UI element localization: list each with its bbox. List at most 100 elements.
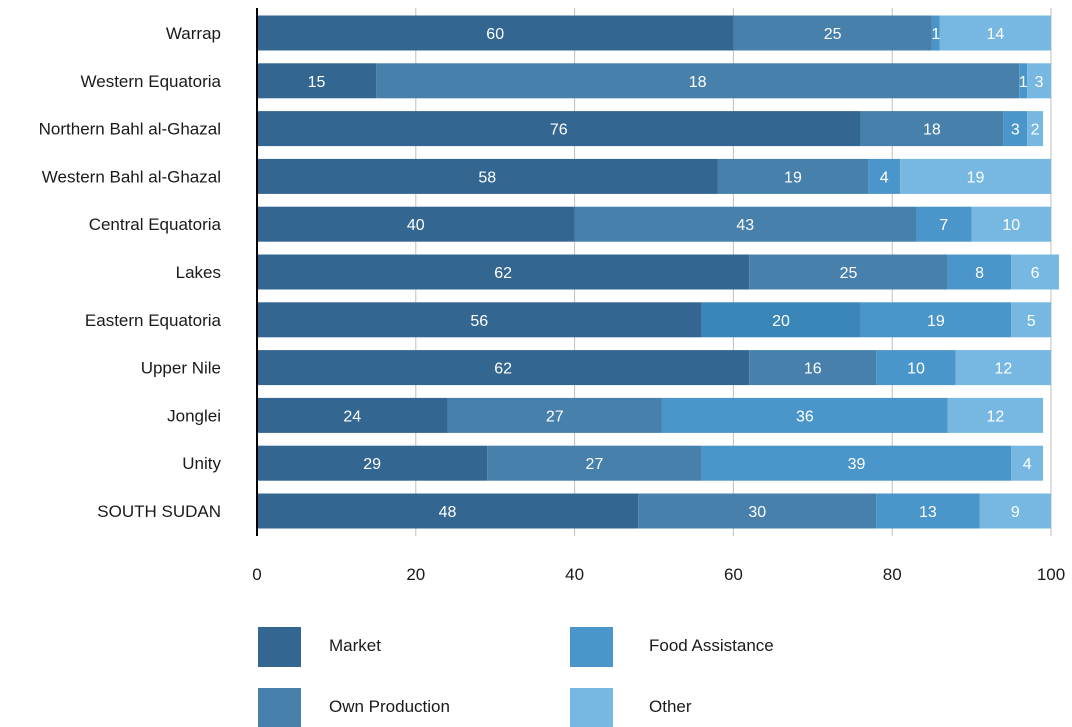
bar-upper-nile-market <box>257 350 750 386</box>
category-label-upper-nile: Upper Nile <box>141 359 221 378</box>
bar-eastern-equatoria-own-production <box>701 302 861 338</box>
data-label-eastern-equatoria-food-assistance: 19 <box>927 313 945 330</box>
data-label-western-equatoria-own-production: 18 <box>689 74 707 91</box>
legend-swatch-food-assistance <box>570 627 613 667</box>
x-tick-label-20: 20 <box>406 565 425 584</box>
bar-eastern-equatoria-market <box>257 302 702 338</box>
bar-northern-bahl-al-ghazal-food-assistance <box>1003 111 1028 147</box>
bar-warrap-own-production <box>733 15 932 51</box>
bar-western-equatoria-other <box>1027 63 1051 99</box>
bar-northern-bahl-al-ghazal-own-production <box>860 111 1004 147</box>
bar-warrap-other <box>939 15 1051 51</box>
bar-unity-food-assistance <box>701 445 1012 481</box>
bar-central-equatoria-market <box>257 206 575 242</box>
bar-northern-bahl-al-ghazal-other <box>1027 111 1044 147</box>
bar-lakes-market <box>257 254 750 290</box>
bar-upper-nile-food-assistance <box>876 350 956 386</box>
data-label-central-equatoria-own-production: 43 <box>736 217 754 234</box>
bar-eastern-equatoria-other <box>1011 302 1051 338</box>
bar-warrap-market <box>257 15 734 51</box>
bar-western-equatoria-food-assistance <box>1019 63 1028 99</box>
data-label-western-equatoria-food-assistance: 1 <box>1019 74 1028 91</box>
data-label-jonglei-market: 24 <box>343 408 361 425</box>
x-tick-label-100: 100 <box>1037 565 1065 584</box>
category-label-warrap: Warrap <box>166 24 221 43</box>
data-label-central-equatoria-food-assistance: 7 <box>939 217 948 234</box>
data-label-northern-bahl-al-ghazal-food-assistance: 3 <box>1011 122 1020 139</box>
bar-jonglei-market <box>257 397 448 433</box>
data-label-upper-nile-food-assistance: 10 <box>907 361 925 378</box>
category-label-south-sudan: SOUTH SUDAN <box>97 502 221 521</box>
x-axis: 0 20 40 60 80 100 <box>252 8 1065 584</box>
data-label-unity-food-assistance: 39 <box>848 456 866 473</box>
legend-label-market: Market <box>329 636 381 655</box>
bar-eastern-equatoria-food-assistance <box>860 302 1012 338</box>
bar-south-sudan-food-assistance <box>876 493 980 529</box>
data-label-eastern-equatoria-own-production: 20 <box>772 313 790 330</box>
category-label-eastern-equatoria: Eastern Equatoria <box>85 311 222 330</box>
bar-western-bahl-al-ghazal-other <box>900 158 1051 194</box>
legend: Market Food Assistance Own Production Other <box>258 627 774 727</box>
data-label-western-bahl-al-ghazal-own-production: 19 <box>784 169 802 186</box>
legend-swatch-market <box>258 627 301 667</box>
legend-swatch-other <box>570 688 613 727</box>
x-tick-label-40: 40 <box>565 565 584 584</box>
data-label-eastern-equatoria-other: 5 <box>1027 313 1036 330</box>
legend-swatch-own-production <box>258 688 301 727</box>
bar-south-sudan-other <box>979 493 1051 529</box>
x-tick-label-0: 0 <box>252 565 261 584</box>
bar-south-sudan-market <box>257 493 639 529</box>
data-label-western-equatoria-other: 3 <box>1035 74 1044 91</box>
data-label-warrap-food-assistance: 1 <box>931 26 940 43</box>
legend-label-own-production: Own Production <box>329 697 450 716</box>
data-label-upper-nile-other: 12 <box>994 361 1012 378</box>
bar-jonglei-own-production <box>447 397 662 433</box>
data-label-jonglei-other: 12 <box>987 408 1005 425</box>
legend-label-other: Other <box>649 697 692 716</box>
bar-central-equatoria-other <box>971 206 1051 242</box>
data-label-warrap-market: 60 <box>486 26 504 43</box>
bar-lakes-other <box>1011 254 1059 290</box>
category-label-western-bahl-al-ghazal: Western Bahl al-Ghazal <box>42 167 221 186</box>
bar-northern-bahl-al-ghazal-market <box>257 111 861 147</box>
data-label-unity-other: 4 <box>1023 456 1032 473</box>
data-label-eastern-equatoria-market: 56 <box>470 313 488 330</box>
bar-central-equatoria-food-assistance <box>916 206 972 242</box>
data-label-western-bahl-al-ghazal-food-assistance: 4 <box>880 169 889 186</box>
category-label-lakes: Lakes <box>176 263 221 282</box>
data-label-central-equatoria-market: 40 <box>407 217 425 234</box>
bar-lakes-food-assistance <box>947 254 1012 290</box>
bars <box>257 15 1059 529</box>
bar-warrap-food-assistance <box>931 15 940 51</box>
bar-western-bahl-al-ghazal-market <box>257 158 718 194</box>
bar-western-bahl-al-ghazal-food-assistance <box>868 158 901 194</box>
data-label-western-bahl-al-ghazal-market: 58 <box>478 169 496 186</box>
legend-label-food-assistance: Food Assistance <box>649 636 774 655</box>
x-tick-label-60: 60 <box>724 565 743 584</box>
data-label-northern-bahl-al-ghazal-other: 2 <box>1031 122 1040 139</box>
data-label-lakes-own-production: 25 <box>840 265 858 282</box>
bar-unity-other <box>1011 445 1044 481</box>
category-label-western-equatoria: Western Equatoria <box>81 72 222 91</box>
data-label-warrap-other: 14 <box>987 26 1005 43</box>
bar-western-equatoria-market <box>257 63 377 99</box>
bar-western-bahl-al-ghazal-own-production <box>717 158 869 194</box>
bar-lakes-own-production <box>749 254 948 290</box>
bar-upper-nile-own-production <box>749 350 877 386</box>
data-label-upper-nile-market: 62 <box>494 361 512 378</box>
data-label-south-sudan-market: 48 <box>439 504 457 521</box>
data-label-western-equatoria-market: 15 <box>308 74 326 91</box>
data-label-central-equatoria-other: 10 <box>1002 217 1020 234</box>
data-label-lakes-other: 6 <box>1031 265 1040 282</box>
bar-south-sudan-own-production <box>638 493 877 529</box>
bar-unity-own-production <box>487 445 702 481</box>
data-label-south-sudan-other: 9 <box>1011 504 1020 521</box>
bar-upper-nile-other <box>955 350 1051 386</box>
bar-western-equatoria-own-production <box>376 63 1020 99</box>
bar-central-equatoria-own-production <box>574 206 917 242</box>
category-label-northern-bahl-al-ghazal: Northern Bahl al-Ghazal <box>39 120 221 139</box>
bar-unity-market <box>257 445 488 481</box>
category-label-jonglei: Jonglei <box>167 406 221 425</box>
